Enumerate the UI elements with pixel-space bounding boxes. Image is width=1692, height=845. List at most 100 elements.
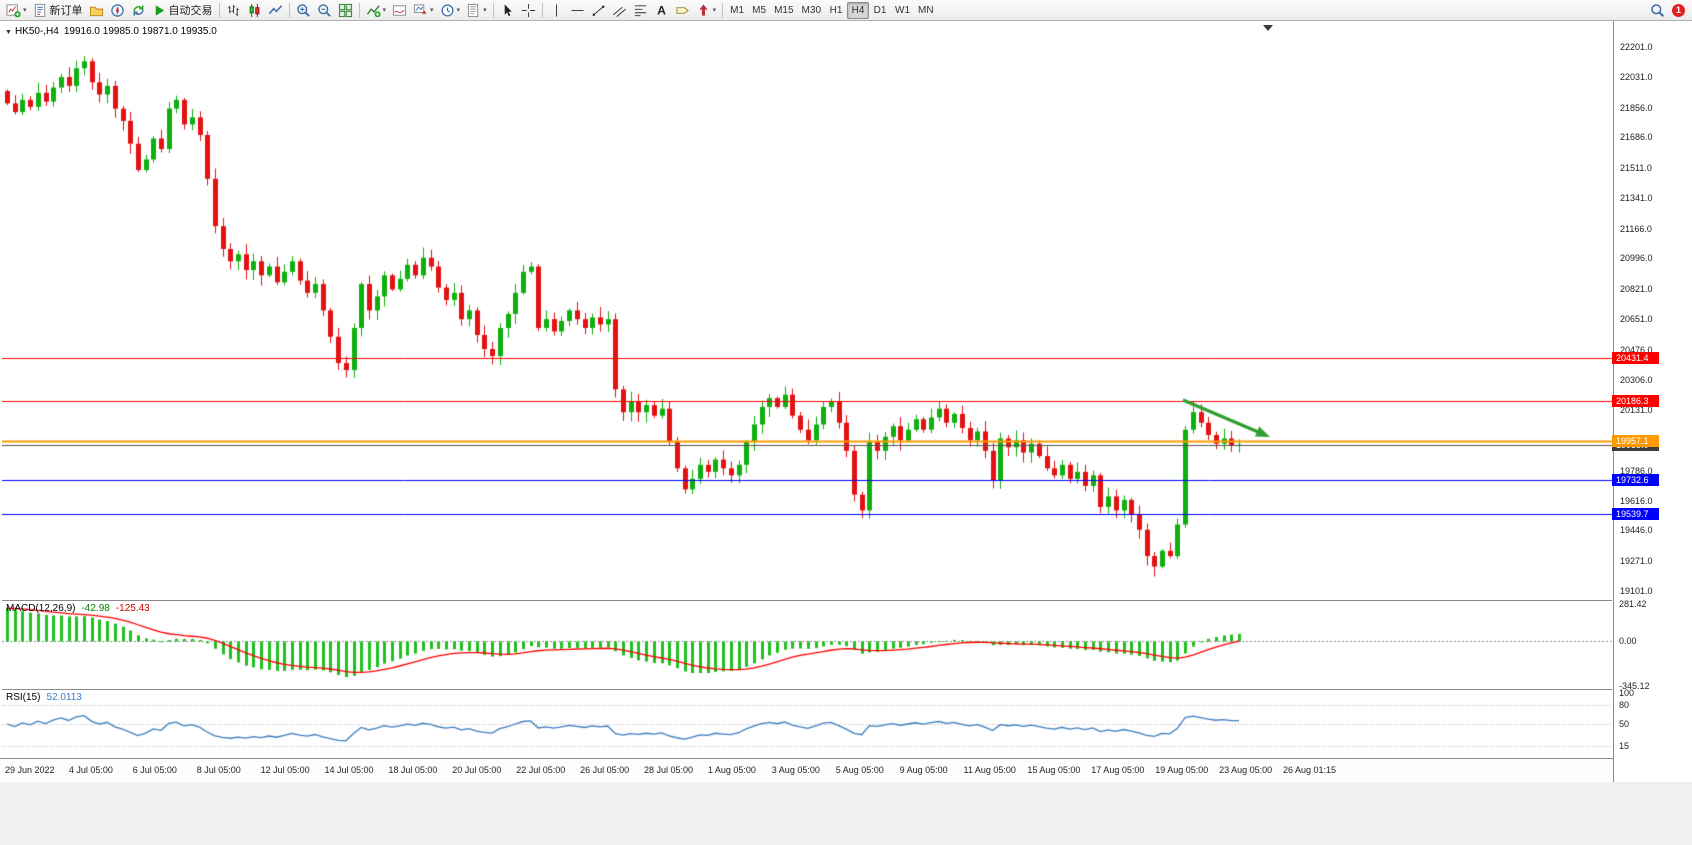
chevron-down-icon: ▾ — [483, 6, 487, 14]
refresh-icon — [131, 3, 146, 18]
periods-button[interactable]: ▾ — [437, 1, 464, 20]
trendline-icon — [591, 3, 606, 18]
timeframe-button-MN[interactable]: MN — [918, 4, 934, 16]
time-axis-label: 23 Aug 05:00 — [1219, 765, 1273, 775]
autotrading-icon — [152, 3, 167, 18]
toolbar-separator — [541, 2, 543, 18]
profiles-icon — [89, 3, 104, 18]
timeframe-button-M1[interactable]: M1 — [730, 4, 745, 16]
price-axis-label: 21856.0 — [1620, 102, 1653, 113]
rsi-label: RSI(15) 52.0113 — [6, 692, 82, 703]
hline-icon — [570, 3, 585, 18]
indicator-windows-button[interactable] — [389, 1, 410, 20]
candlestick-button[interactable] — [244, 1, 265, 20]
text-button[interactable]: A — [651, 1, 672, 20]
autotrading-button-label: 自动交易 — [168, 5, 213, 17]
price-axis-label: 20821.0 — [1620, 284, 1653, 295]
timeframe-button-W1[interactable]: W1 — [895, 4, 910, 16]
cursor-button[interactable] — [497, 1, 518, 20]
time-axis-label: 26 Jul 05:00 — [580, 765, 630, 775]
time-axis-label: 26 Aug 01:15 — [1283, 765, 1337, 775]
timeframe-button-D1[interactable]: D1 — [873, 4, 887, 16]
channel-button[interactable] — [609, 1, 630, 20]
crosshair-icon — [521, 3, 536, 18]
refresh-button[interactable] — [128, 1, 149, 20]
label-button[interactable] — [672, 1, 693, 20]
fibo-icon — [633, 3, 648, 18]
price-axis-label: 20306.0 — [1620, 374, 1653, 385]
time-axis-label: 18 Jul 05:00 — [388, 765, 438, 775]
timeframe-button-M30[interactable]: M30 — [801, 4, 821, 16]
rsi-scale-label: 80 — [1619, 700, 1630, 711]
navigator-icon — [110, 3, 125, 18]
timeframe-button-M15[interactable]: M15 — [774, 4, 794, 16]
rsi-scale-label: 15 — [1619, 740, 1630, 751]
ohlc-values: 19916.0 19985.0 19871.0 19935.0 — [63, 26, 217, 37]
price-chart-canvas[interactable] — [2, 23, 1612, 598]
rsi-canvas[interactable] — [2, 690, 1612, 758]
zoom-in-icon — [296, 3, 311, 18]
chart-shift-marker-icon — [1263, 25, 1273, 31]
macd-scale-label: -345.12 — [1619, 681, 1650, 691]
chart-window: ▼ HK50-,H4 19916.0 19985.0 19871.0 19935.0… — [0, 21, 1692, 782]
macd-canvas[interactable] — [2, 601, 1612, 689]
add-indicator-icon — [413, 3, 428, 18]
fibonacci-button[interactable] — [630, 1, 651, 20]
price-level-badge: 19732.6 — [1612, 474, 1659, 487]
tile-windows-button[interactable] — [335, 1, 356, 20]
new-order-icon — [33, 3, 48, 18]
vertical-line-button[interactable] — [546, 1, 567, 20]
time-axis[interactable]: 29 Jun 2022 4 Jul 05:00 6 Jul 05:00 8 Jul 0… — [0, 758, 1613, 782]
new-chart-button[interactable]: ▾ — [3, 1, 30, 20]
zoom-in-button[interactable] — [293, 1, 314, 20]
quote-collapse-icon[interactable]: ▼ — [5, 29, 12, 36]
rsi-name: RSI(15) — [6, 692, 41, 703]
toolbar-separator — [358, 2, 360, 18]
templates-button[interactable]: ▾ — [463, 1, 490, 20]
vline-icon — [549, 3, 564, 18]
timeframe-button-M5[interactable]: M5 — [752, 4, 767, 16]
toolbar-separator — [722, 2, 724, 18]
timeframe-button-H1[interactable]: H1 — [829, 4, 843, 16]
bars-icon — [226, 3, 241, 18]
price-axis-label: 22201.0 — [1620, 42, 1653, 53]
timeframe-button-H4[interactable]: H4 — [847, 1, 869, 19]
search-button[interactable] — [1647, 1, 1668, 20]
toolbar-right: 1 — [1647, 1, 1689, 20]
templates-icon — [466, 3, 481, 18]
arrows-button[interactable]: ▾ — [693, 1, 720, 20]
time-axis-label: 3 Aug 05:00 — [771, 765, 820, 775]
price-level-badge: 19957.1 — [1612, 434, 1659, 447]
new-order-button[interactable]: 新订单 — [30, 1, 86, 20]
time-axis-label: 17 Aug 05:00 — [1091, 765, 1145, 775]
crosshair-button[interactable] — [518, 1, 539, 20]
autotrading-button[interactable]: 自动交易 — [149, 1, 216, 20]
toolbar-separator — [492, 2, 494, 18]
search-icon — [1650, 3, 1665, 18]
navigator-button[interactable] — [107, 1, 128, 20]
notification-badge[interactable]: 1 — [1672, 3, 1685, 17]
cursor-icon — [500, 3, 515, 18]
macd-name: MACD(12,26,9) — [6, 603, 76, 614]
zoom-out-button[interactable] — [314, 1, 335, 20]
bar-chart-button[interactable] — [223, 1, 244, 20]
profiles-button[interactable] — [86, 1, 107, 20]
macd-signal-value: -125.43 — [115, 603, 150, 614]
add-indicator-button[interactable]: ▾ — [410, 1, 437, 20]
price-level-badge: 20431.4 — [1612, 351, 1659, 364]
price-axis-label: 19786.0 — [1620, 465, 1653, 476]
price-axis-label: 20476.0 — [1620, 344, 1653, 355]
horizontal-line-button[interactable] — [567, 1, 588, 20]
macd-label: MACD(12,26,9) -42.98 -125.43 — [6, 603, 150, 614]
price-axis-label: 19616.0 — [1620, 495, 1653, 506]
chevron-down-icon: ▾ — [382, 6, 387, 14]
zoom-out-icon — [317, 3, 332, 18]
time-axis-label: 1 Aug 05:00 — [707, 765, 756, 775]
line-chart-button[interactable] — [265, 1, 286, 20]
trendline-button[interactable] — [588, 1, 609, 20]
chevron-down-icon: ▾ — [712, 6, 717, 14]
indicators-button[interactable]: ▾ — [363, 1, 390, 20]
macd-panel: MACD(12,26,9) -42.98 -125.43 — [2, 600, 1612, 689]
price-axis-label: 19446.0 — [1620, 525, 1653, 536]
